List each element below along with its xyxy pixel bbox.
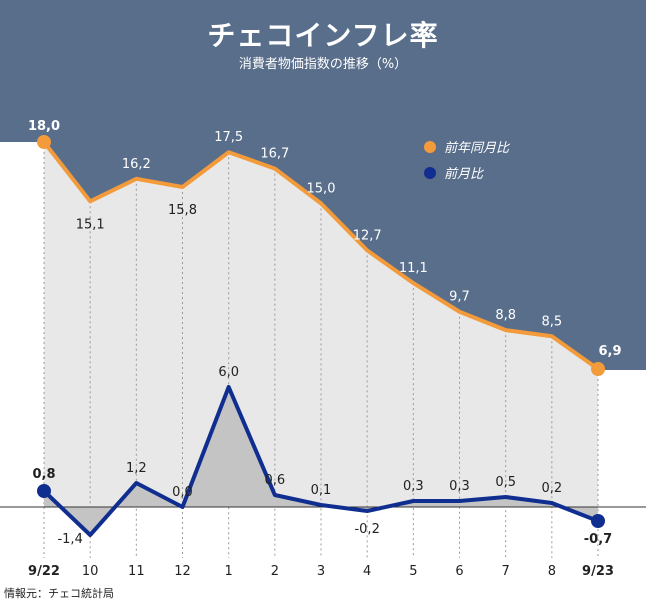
yoy-data-label: 11,1	[399, 261, 428, 276]
yoy-data-label: 16,7	[260, 147, 289, 162]
mom-data-label: -1,4	[57, 532, 82, 547]
yoy-data-label: 12,7	[353, 228, 382, 243]
x-tick-label: 12	[174, 564, 191, 579]
x-tick-label: 4	[363, 564, 371, 579]
banner-shape	[0, 0, 646, 370]
chart-subtitle: 消費者物価指数の推移（%）	[238, 57, 408, 72]
mom-data-label: -0,7	[584, 532, 612, 547]
legend-mom-label: 前月比	[444, 167, 484, 182]
x-tick-label: 2	[271, 564, 279, 579]
mom-data-label: 6,0	[218, 365, 239, 380]
x-tick-label: 1	[225, 564, 233, 579]
mom-data-label: 0,8	[32, 467, 55, 482]
x-tick-label: 3	[317, 564, 325, 579]
legend-yoy-dot-icon	[424, 140, 436, 153]
yoy-data-label: 9,7	[449, 290, 470, 305]
mom-endpoint-marker	[591, 514, 605, 528]
yoy-data-label: 15,8	[168, 203, 197, 218]
legend-item-mom: 前月比	[424, 163, 483, 182]
x-tick-label: 10	[82, 564, 99, 579]
yoy-data-label: 15,1	[76, 217, 105, 232]
chart-title: チェコインフレ率	[207, 19, 439, 52]
x-tick-label: 6	[455, 564, 463, 579]
x-tick-label: 11	[128, 564, 145, 579]
yoy-series-line	[42, 140, 600, 371]
mom-data-label: 0,5	[495, 475, 516, 490]
yoy-data-label: 16,2	[122, 157, 151, 172]
yoy-data-label: 18,0	[28, 119, 60, 134]
source-note: 情報元：チェコ統計局	[4, 587, 114, 600]
x-tick-label: 9/23	[582, 564, 614, 579]
legend-item-yoy: 前年同月比	[424, 137, 509, 156]
mom-data-label: 0,3	[449, 479, 470, 494]
x-tick-label: 5	[409, 564, 417, 579]
yoy-endpoint-marker	[591, 362, 605, 376]
mom-data-label: 0,3	[403, 479, 424, 494]
yoy-data-label: 8,8	[495, 308, 516, 323]
mom-data-label: 0,0	[172, 485, 193, 500]
mom-data-label: 0,2	[541, 481, 562, 496]
mom-data-label: -0,2	[354, 522, 379, 537]
x-tick-label: 9/22	[28, 564, 60, 579]
yoy-data-label: 6,9	[598, 344, 621, 359]
x-tick-label: 7	[502, 564, 510, 579]
yoy-data-label: 15,0	[307, 181, 336, 196]
legend-mom-dot-icon	[424, 166, 436, 179]
yoy-data-label: 8,5	[541, 314, 562, 329]
mom-data-label: 1,2	[126, 461, 147, 476]
yoy-data-label: 17,5	[214, 130, 243, 145]
legend-yoy-label: 前年同月比	[444, 141, 510, 156]
mom-series-line	[42, 385, 599, 537]
mom-data-label: 0,6	[264, 473, 285, 488]
x-tick-label: 8	[548, 564, 556, 579]
mom-data-label: 0,1	[311, 483, 332, 498]
mom-endpoint-marker	[37, 484, 51, 498]
yoy-endpoint-marker	[37, 135, 51, 149]
